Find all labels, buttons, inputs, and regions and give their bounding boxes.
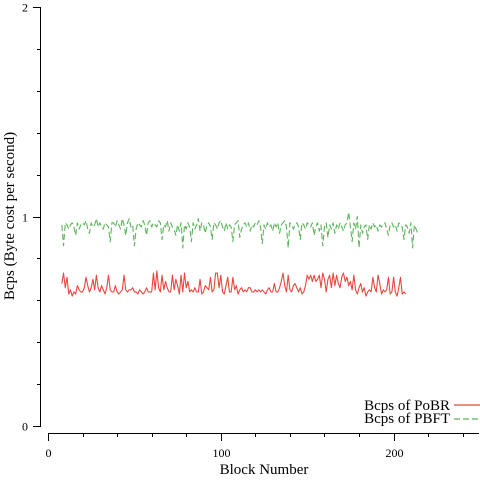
series-line-pbft xyxy=(61,211,419,249)
x-axis-ticks: 0 100 200 xyxy=(46,433,464,460)
legend-label-pobr: Bcps of PoBR xyxy=(364,398,450,414)
x-tick-label: 0 xyxy=(46,446,52,460)
y-axis-ticks: 0 1 2 xyxy=(22,1,41,434)
y-axis-title: Bcps (Byte cost per second) xyxy=(2,132,18,300)
y-tick-label: 1 xyxy=(22,211,28,225)
y-tick-label: 2 xyxy=(22,1,28,15)
y-tick-label: 0 xyxy=(22,420,28,434)
x-axis-title: Block Number xyxy=(220,462,309,478)
series-line-pobr xyxy=(61,270,407,297)
series-layer xyxy=(61,211,419,297)
x-tick-label: 100 xyxy=(213,446,231,460)
legend-label-pbft: Bcps of PBFT xyxy=(364,411,450,427)
legend: Bcps of PoBR Bcps of PBFT xyxy=(364,398,480,427)
x-tick-label: 200 xyxy=(386,446,404,460)
